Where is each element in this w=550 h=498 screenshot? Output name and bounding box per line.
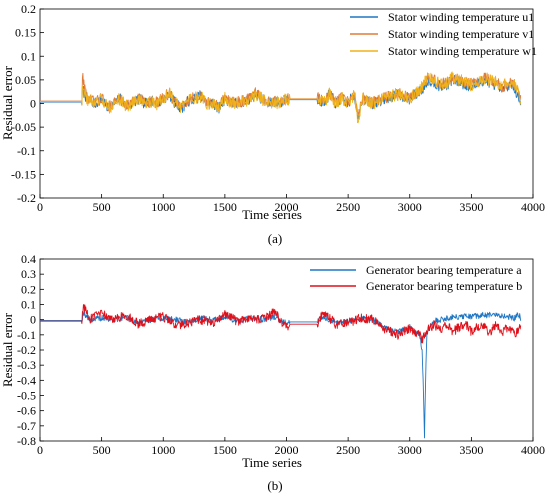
y-tick-label: 0.2: [21, 2, 36, 16]
x-tick-label: 1000: [151, 443, 175, 457]
y-axis-label-b: Residual error: [0, 312, 15, 387]
x-tick-label: 2500: [336, 200, 360, 214]
y-tick-label: 0.1: [21, 49, 36, 63]
x-axis-ticks-b: 0 500 1000 1500 2000 2500 3000 3500 4000: [37, 437, 545, 457]
y-tick-label: -0.1: [17, 328, 36, 342]
x-tick-label: 1500: [213, 443, 237, 457]
y-tick-label: -0.05: [11, 120, 36, 134]
y-axis-ticks-a: 0.2 0.15 0.1 0.05 0 -0.05 -0.1 -0.15 -0.2: [11, 2, 44, 205]
x-tick-label: 4000: [521, 200, 545, 214]
legend-label-w1: Stator winding temperature w1: [388, 44, 537, 58]
chart-panel-b: 0 500 1000 1500 2000 2500 3000 3500 4000 0.40.30…: [0, 252, 545, 493]
y-axis-ticks-b: 0.40.30.20.10-0.1-0.2-0.3-0.4-0.5-0.6-0.…: [17, 252, 44, 448]
x-tick-label: 500: [93, 200, 111, 214]
y-tick-label: 0.1: [21, 298, 36, 312]
y-tick-label: -0.3: [17, 358, 36, 372]
x-tick-label: 3000: [398, 443, 422, 457]
x-tick-label: 4000: [521, 443, 545, 457]
y-tick-label: -0.6: [17, 404, 36, 418]
x-tick-label: 2000: [275, 200, 299, 214]
x-tick-label: 0: [37, 200, 43, 214]
x-axis-label-b: Time series: [242, 455, 302, 470]
x-tick-label: 0: [37, 443, 43, 457]
series-line-generator-bearing-temperature-a: [40, 311, 522, 439]
series-line-stator-winding-temperature-w1: [40, 71, 522, 124]
y-tick-label: -0.2: [17, 191, 36, 205]
legend-box-b: [306, 260, 532, 296]
x-tick-label: 3500: [459, 443, 483, 457]
y-tick-label: 0: [30, 313, 36, 327]
series-lines-b: [40, 303, 522, 439]
y-tick-label: 0.15: [15, 26, 36, 40]
legend-label-v1: Stator winding temperature v1: [388, 27, 534, 41]
y-tick-label: 0.2: [21, 282, 36, 296]
series-line-generator-bearing-temperature-b: [40, 303, 522, 344]
y-tick-label: -0.8: [17, 434, 36, 448]
y-tick-label: 0: [30, 97, 36, 111]
legend-label-b: Generator bearing temperature b: [366, 279, 522, 293]
y-tick-label: -0.7: [17, 419, 36, 433]
y-tick-label: -0.4: [17, 373, 36, 387]
y-tick-label: 0.3: [21, 267, 36, 281]
chart-panel-a: 0 500 1000 1500 2000 2500 3000 3500 4000 0.2 0.15…: [0, 2, 545, 246]
caption-a: (a): [268, 231, 282, 246]
x-tick-label: 1500: [213, 200, 237, 214]
legend-b: Generator bearing temperature a Generato…: [306, 260, 532, 296]
legend-label-a: Generator bearing temperature a: [366, 263, 522, 277]
x-tick-label: 3500: [459, 200, 483, 214]
y-axis-label-a: Residual error: [0, 65, 15, 140]
x-axis-label-a: Time series: [242, 207, 302, 222]
y-tick-label: 0.4: [21, 252, 36, 266]
y-tick-label: -0.1: [17, 144, 36, 158]
x-tick-label: 3000: [398, 200, 422, 214]
caption-b: (b): [267, 478, 282, 493]
legend-label-u1: Stator winding temperature u1: [388, 10, 534, 24]
y-tick-label: 0.05: [15, 73, 36, 87]
series-lines-a: [40, 71, 522, 124]
legend-a: Stator winding temperature u1 Stator win…: [350, 10, 537, 58]
x-axis-ticks-a: 0 500 1000 1500 2000 2500 3000 3500 4000: [37, 194, 545, 214]
x-tick-label: 500: [93, 443, 111, 457]
x-tick-label: 2500: [336, 443, 360, 457]
y-tick-label: -0.2: [17, 343, 36, 357]
y-tick-label: -0.5: [17, 389, 36, 403]
x-tick-label: 2000: [275, 443, 299, 457]
x-tick-label: 1000: [151, 200, 175, 214]
y-tick-label: -0.15: [11, 167, 36, 181]
